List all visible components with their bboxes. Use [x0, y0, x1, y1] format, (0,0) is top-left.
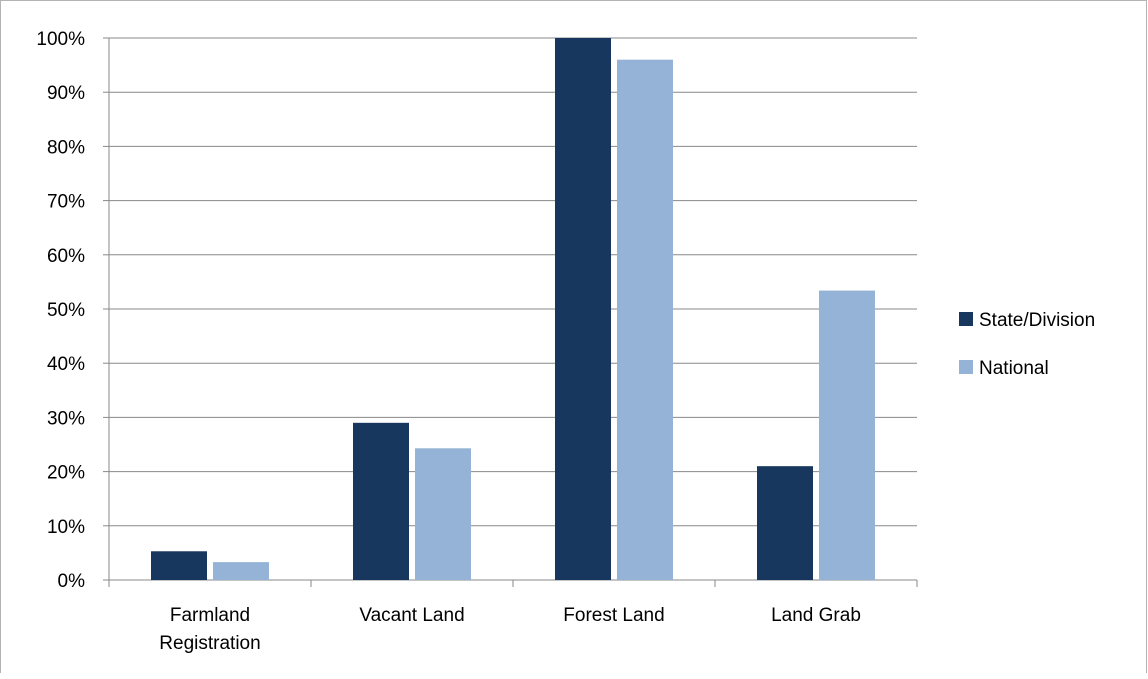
y-tick-label: 90%	[47, 83, 85, 104]
legend-label: State/Division	[979, 310, 1095, 331]
y-tick-label: 0%	[58, 571, 86, 592]
x-axis-category-labels: Farmland Registration Vacant Land Forest La…	[159, 605, 861, 654]
legend-label: National	[979, 358, 1049, 379]
bar-national	[617, 59, 673, 581]
y-tick-label: 70%	[47, 192, 85, 213]
y-tick-label: 30%	[47, 408, 85, 429]
x-category-label: Farmland	[170, 605, 250, 626]
x-category-label: Vacant Land	[359, 605, 464, 626]
x-category-label: Registration	[159, 633, 260, 654]
gridlines	[109, 37, 917, 527]
y-tick-label: 100%	[36, 29, 85, 50]
bars	[151, 38, 875, 581]
y-tick-label: 20%	[47, 463, 85, 484]
x-category-label: Forest Land	[563, 605, 664, 626]
y-axis-tick-labels: 0% 10% 20% 30% 40% 50% 60% 70% 80% 90% 100%	[36, 29, 85, 592]
bar-state-division	[757, 466, 813, 580]
y-tick-label: 80%	[47, 137, 85, 158]
bar-state-division	[151, 551, 207, 580]
y-tick-label: 60%	[47, 246, 85, 267]
bar-national	[819, 290, 875, 580]
legend-swatch	[959, 360, 973, 374]
y-tick-label: 40%	[47, 354, 85, 375]
x-category-label: Land Grab	[771, 605, 861, 626]
legend: State/Division National	[959, 310, 1095, 379]
y-tick-label: 10%	[47, 517, 85, 538]
bar-national	[213, 562, 269, 580]
legend-swatch	[959, 312, 973, 326]
bar-state-division	[353, 422, 409, 580]
y-tick-label: 50%	[47, 300, 85, 321]
bar-state-division	[555, 38, 611, 580]
bar-national	[415, 448, 471, 580]
